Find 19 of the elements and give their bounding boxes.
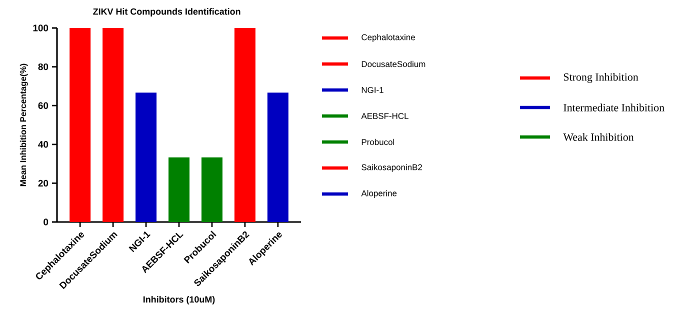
y-tick-label: 0 xyxy=(44,218,48,226)
y-tick-label: 40 xyxy=(38,141,48,148)
y-tick-label: 80 xyxy=(38,63,48,70)
legend-label: Intermediate Inhibition xyxy=(564,104,664,112)
x-axis-title: Inhibitors (10uM) xyxy=(143,296,215,304)
category-label: Cephalotaxine xyxy=(362,34,415,42)
y-tick-label: 60 xyxy=(38,102,48,109)
category-label: SaikosaponinB2 xyxy=(362,164,422,172)
chart-title: ZIKV Hit Compounds Identification xyxy=(93,8,240,16)
category-label: Aloperine xyxy=(361,190,397,198)
category-label: Probucol xyxy=(362,138,394,146)
category-label: NGI-1 xyxy=(362,87,384,93)
y-tick-label: 20 xyxy=(38,180,48,187)
legend-label: Weak Inhibition xyxy=(563,133,634,141)
y-axis-title: Mean Inhibition Percentage(%) xyxy=(20,64,28,186)
category-label: AEBSF-HCL xyxy=(361,113,408,119)
legend-label: Strong Inhibition xyxy=(564,73,638,83)
category-label: DocusateSodium xyxy=(362,60,426,68)
y-tick-label: 100 xyxy=(33,24,48,32)
